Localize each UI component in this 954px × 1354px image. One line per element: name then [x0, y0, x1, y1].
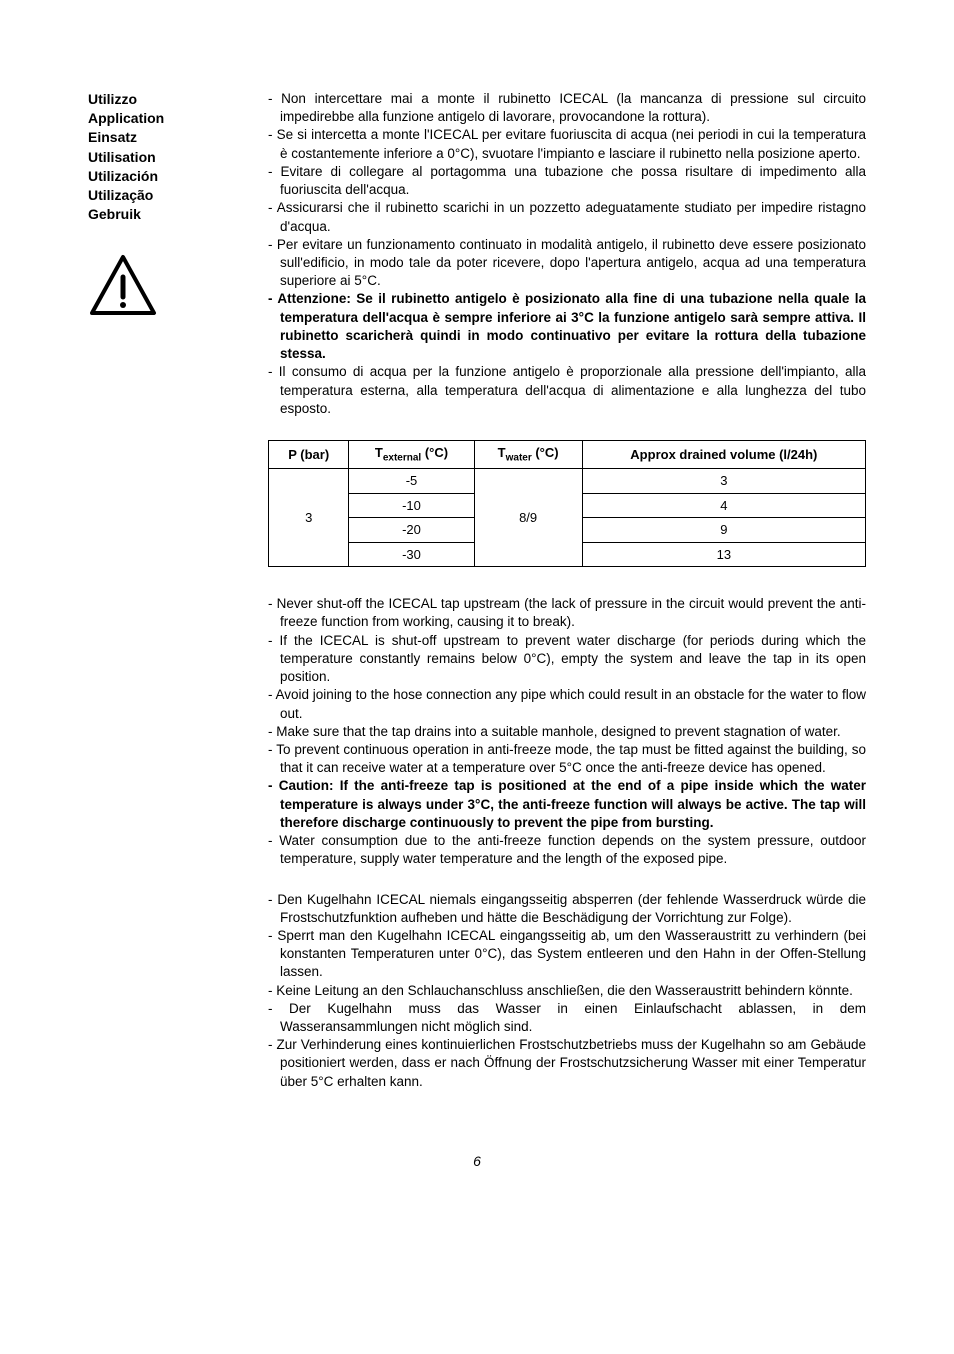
list-item: Sperrt man den Kugelhahn ICECAL eingangs…: [268, 927, 866, 982]
heading-nl: Gebruik: [88, 205, 248, 223]
list-item: Se si intercetta a monte l'ICECAL per ev…: [268, 126, 866, 162]
table-cell: 3: [269, 469, 349, 567]
list-item: Never shut-off the ICECAL tap upstream (…: [268, 595, 866, 631]
table-cell: -10: [349, 493, 474, 518]
table-cell: -20: [349, 518, 474, 543]
table-header-pressure: P (bar): [269, 440, 349, 468]
drainage-table: P (bar) Texternal (°C) Twater (°C) Appro…: [268, 440, 866, 567]
list-item: Per evitare un funzionamento continuato …: [268, 236, 866, 291]
list-item: Non intercettare mai a monte il rubinett…: [268, 90, 866, 126]
table-cell: 3: [582, 469, 865, 494]
list-item-caution: Caution: If the anti-freeze tap is posit…: [268, 777, 866, 832]
page-number: 6: [88, 1153, 866, 1169]
table-cell: -30: [349, 542, 474, 567]
list-item: Il consumo di acqua per la funzione anti…: [268, 363, 866, 418]
table-header-row: P (bar) Texternal (°C) Twater (°C) Appro…: [269, 440, 866, 468]
italian-section: Non intercettare mai a monte il rubinett…: [268, 90, 866, 418]
sidebar-column: Utilizzo Application Einsatz Utilisation…: [88, 90, 248, 1113]
list-item: Assicurarsi che il rubinetto scarichi in…: [268, 199, 866, 235]
heading-it: Utilizzo: [88, 90, 248, 108]
heading-de: Einsatz: [88, 128, 248, 146]
list-item: Keine Leitung an den Schlauchanschluss a…: [268, 982, 866, 1000]
list-item: Den Kugelhahn ICECAL niemals eingangssei…: [268, 891, 866, 927]
english-section: Never shut-off the ICECAL tap upstream (…: [268, 595, 866, 868]
list-item: Water consumption due to the anti-freeze…: [268, 832, 866, 868]
table-cell: 13: [582, 542, 865, 567]
table-cell: 4: [582, 493, 865, 518]
heading-fr: Utilisation: [88, 148, 248, 166]
list-item: Make sure that the tap drains into a sui…: [268, 723, 866, 741]
heading-es: Utilización: [88, 167, 248, 185]
table-header-t-external: Texternal (°C): [349, 440, 474, 468]
list-item-caution: Attenzione: Se il rubinetto antigelo è p…: [268, 290, 866, 363]
heading-pt: Utilização: [88, 186, 248, 204]
list-item: To prevent continuous operation in anti-…: [268, 741, 866, 777]
heading-en: Application: [88, 109, 248, 127]
warning-triangle-icon: [88, 253, 248, 324]
list-item: Evitare di collegare al portagomma una t…: [268, 163, 866, 199]
table-row: 3 -5 8/9 3: [269, 469, 866, 494]
table-cell: 9: [582, 518, 865, 543]
list-item: Avoid joining to the hose connection any…: [268, 686, 866, 722]
list-item: Zur Verhinderung eines kontinuierlichen …: [268, 1036, 866, 1091]
content-column: Non intercettare mai a monte il rubinett…: [268, 90, 866, 1113]
list-item: Der Kugelhahn muss das Wasser in einen E…: [268, 1000, 866, 1036]
table-cell: -5: [349, 469, 474, 494]
german-section: Den Kugelhahn ICECAL niemals eingangssei…: [268, 891, 866, 1091]
language-headings: Utilizzo Application Einsatz Utilisation…: [88, 90, 248, 223]
list-item: If the ICECAL is shut-off upstream to pr…: [268, 632, 866, 687]
table-header-t-water: Twater (°C): [474, 440, 582, 468]
table-header-volume: Approx drained volume (l/24h): [582, 440, 865, 468]
table-cell: 8/9: [474, 469, 582, 567]
